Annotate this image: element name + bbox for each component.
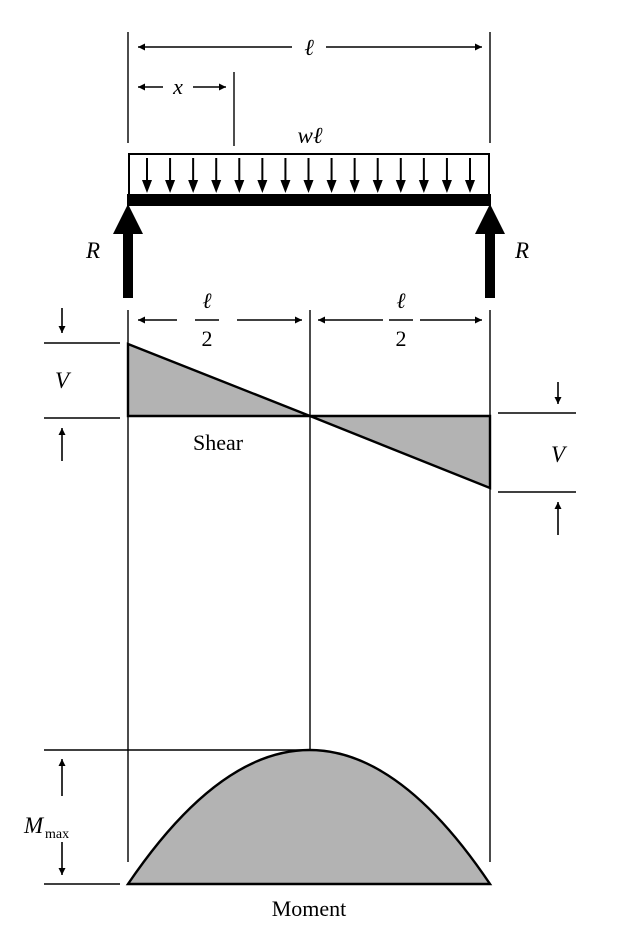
moment-dimension: M max [23,759,69,875]
x-label: x [172,74,183,99]
half-left-denominator: 2 [202,326,213,351]
shear-dimension-right: V [498,382,576,535]
distributed-load-label: wℓ [298,123,323,148]
reaction-left-label: R [85,238,100,263]
shear-area-positive [126,342,311,418]
load-arrow-head [257,180,268,193]
load-arrow-head [349,180,360,193]
moment-diagram: Moment [44,748,493,921]
beam [127,194,491,206]
half-right-denominator: 2 [396,326,407,351]
load-arrow-head [465,180,475,193]
distributed-load-arrows [142,158,475,193]
load-arrow-head [372,180,383,193]
shear-dimension-left: V [44,308,120,461]
reaction-left: R [85,204,143,298]
load-arrow-head [211,180,222,193]
half-span-dimension-right: ℓ 2 [318,288,482,351]
reaction-right-arrowhead [475,204,505,234]
shear-left-label: V [55,368,72,393]
load-arrow-head [395,180,406,193]
half-left-numerator: ℓ [202,288,212,313]
load-arrow-head [234,180,245,193]
reaction-right: R [475,204,529,298]
load-arrow-head [303,180,314,193]
load-arrow-head [326,180,337,193]
load-arrow-head [280,180,291,193]
reaction-left-arrowhead [113,204,143,234]
load-arrow-head [142,180,152,193]
shear-diagram: Shear [126,342,492,490]
x-dimension: x [138,74,226,99]
load-arrow-head [165,180,176,193]
moment-max-subscript: max [45,827,69,842]
shear-area-negative [309,414,492,490]
reaction-right-label: R [514,238,529,263]
load-arrow-head [188,180,199,193]
load-arrow-head [441,180,452,193]
reaction-right-shaft [485,232,495,298]
moment-max-label: M [23,813,45,838]
load-arrow-head [418,180,429,193]
shear-caption: Shear [193,430,244,455]
reaction-left-shaft [123,232,133,298]
moment-area [125,748,493,886]
span-dimension: ℓ [138,35,482,60]
moment-caption: Moment [272,896,347,921]
shear-right-label: V [551,442,568,467]
half-right-numerator: ℓ [396,288,406,313]
half-span-dimension-left: ℓ 2 [138,288,302,351]
span-label: ℓ [304,35,314,60]
